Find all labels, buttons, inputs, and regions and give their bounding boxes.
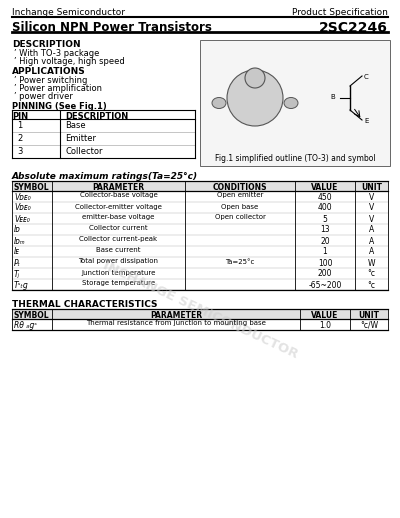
Ellipse shape: [284, 97, 298, 108]
Text: Junction temperature: Junction temperature: [81, 269, 156, 276]
Text: VALUE: VALUE: [311, 310, 339, 320]
Circle shape: [227, 70, 283, 126]
Text: -65~200: -65~200: [308, 281, 342, 290]
Text: E: E: [364, 118, 368, 124]
Text: 2SC2246: 2SC2246: [319, 21, 388, 35]
Text: Thermal resistance from junction to mounting base: Thermal resistance from junction to moun…: [86, 321, 266, 326]
Text: ’ Power switching: ’ Power switching: [14, 76, 87, 85]
Text: APPLICATIONS: APPLICATIONS: [12, 67, 86, 76]
Text: Silicon NPN Power Transistors: Silicon NPN Power Transistors: [12, 21, 212, 34]
Text: V: V: [369, 193, 374, 202]
Text: W: W: [368, 258, 375, 267]
Text: Rθ ₐɡˢ: Rθ ₐɡˢ: [14, 321, 37, 329]
Text: 5: 5: [322, 214, 328, 223]
Text: Fig.1 simplified outline (TO-3) and symbol: Fig.1 simplified outline (TO-3) and symb…: [215, 154, 375, 163]
Text: 2: 2: [17, 134, 23, 143]
Text: Vᴅᴇ₀: Vᴅᴇ₀: [14, 204, 31, 212]
Text: V: V: [369, 204, 374, 212]
Text: Storage temperature: Storage temperature: [82, 281, 155, 286]
Text: DESCRIPTION: DESCRIPTION: [65, 112, 128, 121]
Text: Base current: Base current: [96, 248, 141, 253]
Text: THERMAL CHARACTERISTICS: THERMAL CHARACTERISTICS: [12, 300, 158, 309]
Text: CONDITIONS: CONDITIONS: [213, 182, 267, 192]
Text: 200: 200: [318, 269, 332, 279]
Text: Iᴇ: Iᴇ: [14, 248, 20, 256]
Text: ’ With TO-3 package: ’ With TO-3 package: [14, 49, 99, 58]
Text: B: B: [330, 94, 335, 100]
Text: Total power dissipation: Total power dissipation: [78, 258, 158, 265]
Bar: [12, 181, 388, 191]
Text: Collector current-peak: Collector current-peak: [80, 237, 158, 242]
Text: ’ Power amplification: ’ Power amplification: [14, 84, 102, 93]
Text: C: C: [364, 74, 369, 80]
Text: °c/W: °c/W: [360, 321, 378, 329]
Text: Tˢₜɡ: Tˢₜɡ: [14, 281, 29, 290]
Text: INCHANGE SEMICONDUCTOR: INCHANGE SEMICONDUCTOR: [100, 259, 300, 361]
Text: ’ power driver: ’ power driver: [14, 92, 73, 101]
Text: Open collector: Open collector: [214, 214, 266, 221]
Text: PINNING (See Fig.1): PINNING (See Fig.1): [12, 102, 107, 111]
Text: Iᴅₘ: Iᴅₘ: [14, 237, 26, 246]
Text: SYMBOL: SYMBOL: [14, 182, 50, 192]
Text: Collector-emitter voltage: Collector-emitter voltage: [75, 204, 162, 209]
Text: Product Specification: Product Specification: [292, 8, 388, 17]
Text: emitter-base voltage: emitter-base voltage: [82, 214, 155, 221]
Text: 1.0: 1.0: [319, 321, 331, 329]
Text: Ta=25°c: Ta=25°c: [225, 258, 255, 265]
Text: UNIT: UNIT: [361, 182, 382, 192]
Bar: [12, 309, 388, 319]
Text: 100: 100: [318, 258, 332, 267]
Text: Inchange Semiconductor: Inchange Semiconductor: [12, 8, 125, 17]
Text: Pₜ: Pₜ: [14, 258, 21, 267]
Text: 1: 1: [323, 248, 327, 256]
Text: A: A: [369, 225, 374, 235]
Text: UNIT: UNIT: [358, 310, 380, 320]
Text: Absolute maximum ratings(Ta=25°c): Absolute maximum ratings(Ta=25°c): [12, 172, 198, 181]
Text: °c: °c: [368, 281, 376, 290]
Text: Iᴅ: Iᴅ: [14, 225, 21, 235]
Text: V: V: [369, 214, 374, 223]
Text: Collector current: Collector current: [89, 225, 148, 232]
Text: DESCRIPTION: DESCRIPTION: [12, 40, 81, 49]
Text: 1: 1: [17, 121, 23, 130]
Text: 3: 3: [17, 147, 23, 156]
Text: PARAMETER: PARAMETER: [92, 182, 144, 192]
Text: Base: Base: [65, 121, 86, 130]
Text: Vᴅᴇ₀: Vᴅᴇ₀: [14, 193, 31, 202]
Text: 13: 13: [320, 225, 330, 235]
Text: 400: 400: [318, 204, 332, 212]
Text: VALUE: VALUE: [311, 182, 339, 192]
Text: A: A: [369, 248, 374, 256]
Text: 20: 20: [320, 237, 330, 246]
Text: Emitter: Emitter: [65, 134, 96, 143]
Circle shape: [245, 68, 265, 88]
Text: Open emitter: Open emitter: [217, 193, 263, 198]
Text: Vᴇᴇ₀: Vᴇᴇ₀: [14, 214, 30, 223]
Text: SYMBOL: SYMBOL: [14, 310, 50, 320]
Text: 450: 450: [318, 193, 332, 202]
Bar: [200, 40, 390, 166]
Text: Tⱼ: Tⱼ: [14, 269, 20, 279]
Text: PIN: PIN: [12, 112, 28, 121]
Text: Collector: Collector: [65, 147, 102, 156]
Text: Collector-base voltage: Collector-base voltage: [80, 193, 157, 198]
Text: A: A: [369, 237, 374, 246]
Text: °c: °c: [368, 269, 376, 279]
Text: Open base: Open base: [221, 204, 259, 209]
Text: PARAMETER: PARAMETER: [150, 310, 202, 320]
Text: ’ Hiɡh voltage, high speed: ’ Hiɡh voltage, high speed: [14, 57, 125, 66]
Ellipse shape: [212, 97, 226, 108]
